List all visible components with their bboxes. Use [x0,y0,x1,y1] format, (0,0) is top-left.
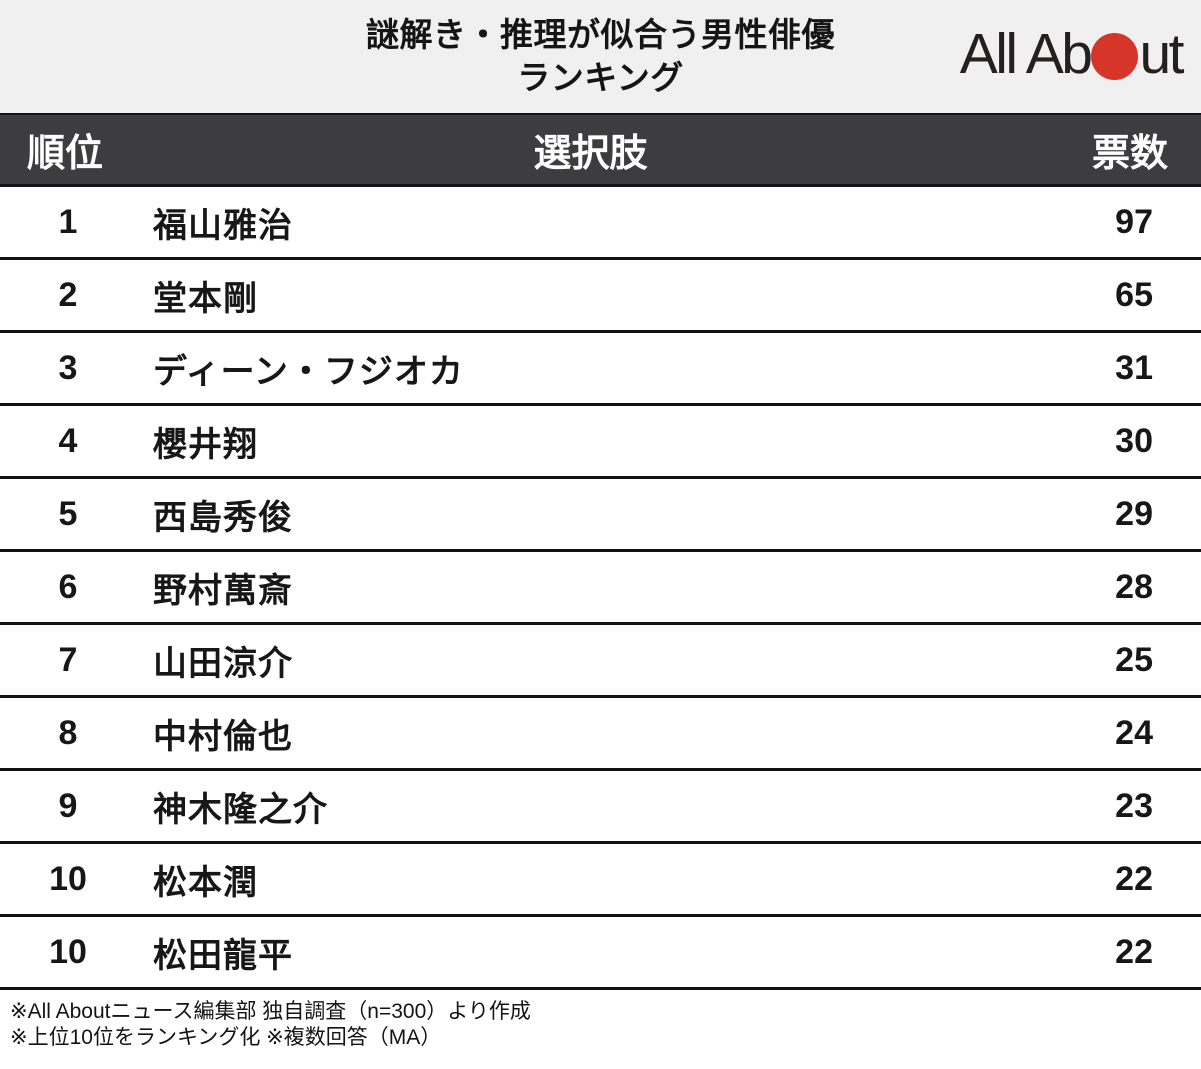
page-title-line1: 謎解き・推理が似合う男性俳優 [366,16,835,53]
table-row: 10 松田龍平 22 [0,917,1201,990]
table-body: 1 福山雅治 97 2 堂本剛 65 3 ディーン・フジオカ 31 4 櫻井翔 30 5 西島秀俊 29 6 野… [0,187,1201,990]
table-row: 10 松本潤 22 [0,844,1201,917]
votes-cell: 28 [1115,567,1153,606]
votes-cell: 30 [1115,421,1153,460]
rank-cell: 1 [58,202,78,241]
name-cell: ディーン・フジオカ [153,352,464,391]
votes-cell: 24 [1115,713,1153,752]
rank-cell: 3 [58,348,78,387]
table-row: 2 堂本剛 65 [0,260,1201,333]
name-cell: 櫻井翔 [153,425,258,464]
table-row: 5 西島秀俊 29 [0,479,1201,552]
rank-cell: 10 [49,932,87,971]
name-cell: 山田涼介 [153,644,293,683]
table-row: 7 山田涼介 25 [0,625,1201,698]
votes-cell: 31 [1115,348,1153,387]
votes-cell: 22 [1115,932,1153,971]
page-title: 謎解き・推理が似合う男性俳優 ランキング [0,0,1201,99]
rank-cell: 10 [49,859,87,898]
rank-cell: 6 [58,567,78,606]
name-cell: 神木隆之介 [153,790,328,829]
table-row: 9 神木隆之介 23 [0,771,1201,844]
rank-cell: 4 [58,421,78,460]
votes-cell: 23 [1115,786,1153,825]
footnote-line2: ※上位10位をランキング化 ※複数回答（MA） [10,1026,442,1049]
logo-text-right: ut [1139,22,1184,86]
votes-cell: 29 [1115,494,1153,533]
footnotes: ※All Aboutニュース編集部 独自調査（n=300）より作成 ※上位10位… [0,990,1201,1051]
table-row: 4 櫻井翔 30 [0,406,1201,479]
header-band: 謎解き・推理が似合う男性俳優 ランキング All Ab ut [0,0,1201,113]
logo-red-dot-icon [1091,33,1139,80]
votes-cell: 25 [1115,640,1153,679]
rank-cell: 7 [58,640,78,679]
all-about-logo: All Ab ut [959,22,1185,86]
column-header-choice: 選択肢 [533,133,648,175]
name-cell: 西島秀俊 [153,498,293,537]
name-cell: 野村萬斎 [153,571,293,610]
votes-cell: 97 [1115,202,1153,241]
rank-cell: 8 [58,713,78,752]
name-cell: 松本潤 [153,863,258,902]
table-row: 1 福山雅治 97 [0,187,1201,260]
name-cell: 松田龍平 [153,936,293,975]
page-title-line2: ランキング [517,59,684,96]
rank-cell: 9 [58,786,78,825]
rank-cell: 5 [58,494,78,533]
column-header-votes: 票数 [1091,133,1168,175]
table-row: 8 中村倫也 24 [0,698,1201,771]
table-row: 6 野村萬斎 28 [0,552,1201,625]
name-cell: 堂本剛 [153,279,258,318]
rank-cell: 2 [58,275,78,314]
table-header-row: 順位 選択肢 票数 [0,113,1201,187]
name-cell: 中村倫也 [153,717,293,756]
footnote-line1: ※All Aboutニュース編集部 独自調査（n=300）より作成 [10,1000,531,1023]
name-cell: 福山雅治 [153,206,293,245]
table-row: 3 ディーン・フジオカ 31 [0,333,1201,406]
logo-text-left: All Ab [959,22,1093,86]
column-header-rank: 順位 [26,133,103,175]
votes-cell: 22 [1115,859,1153,898]
votes-cell: 65 [1115,275,1153,314]
